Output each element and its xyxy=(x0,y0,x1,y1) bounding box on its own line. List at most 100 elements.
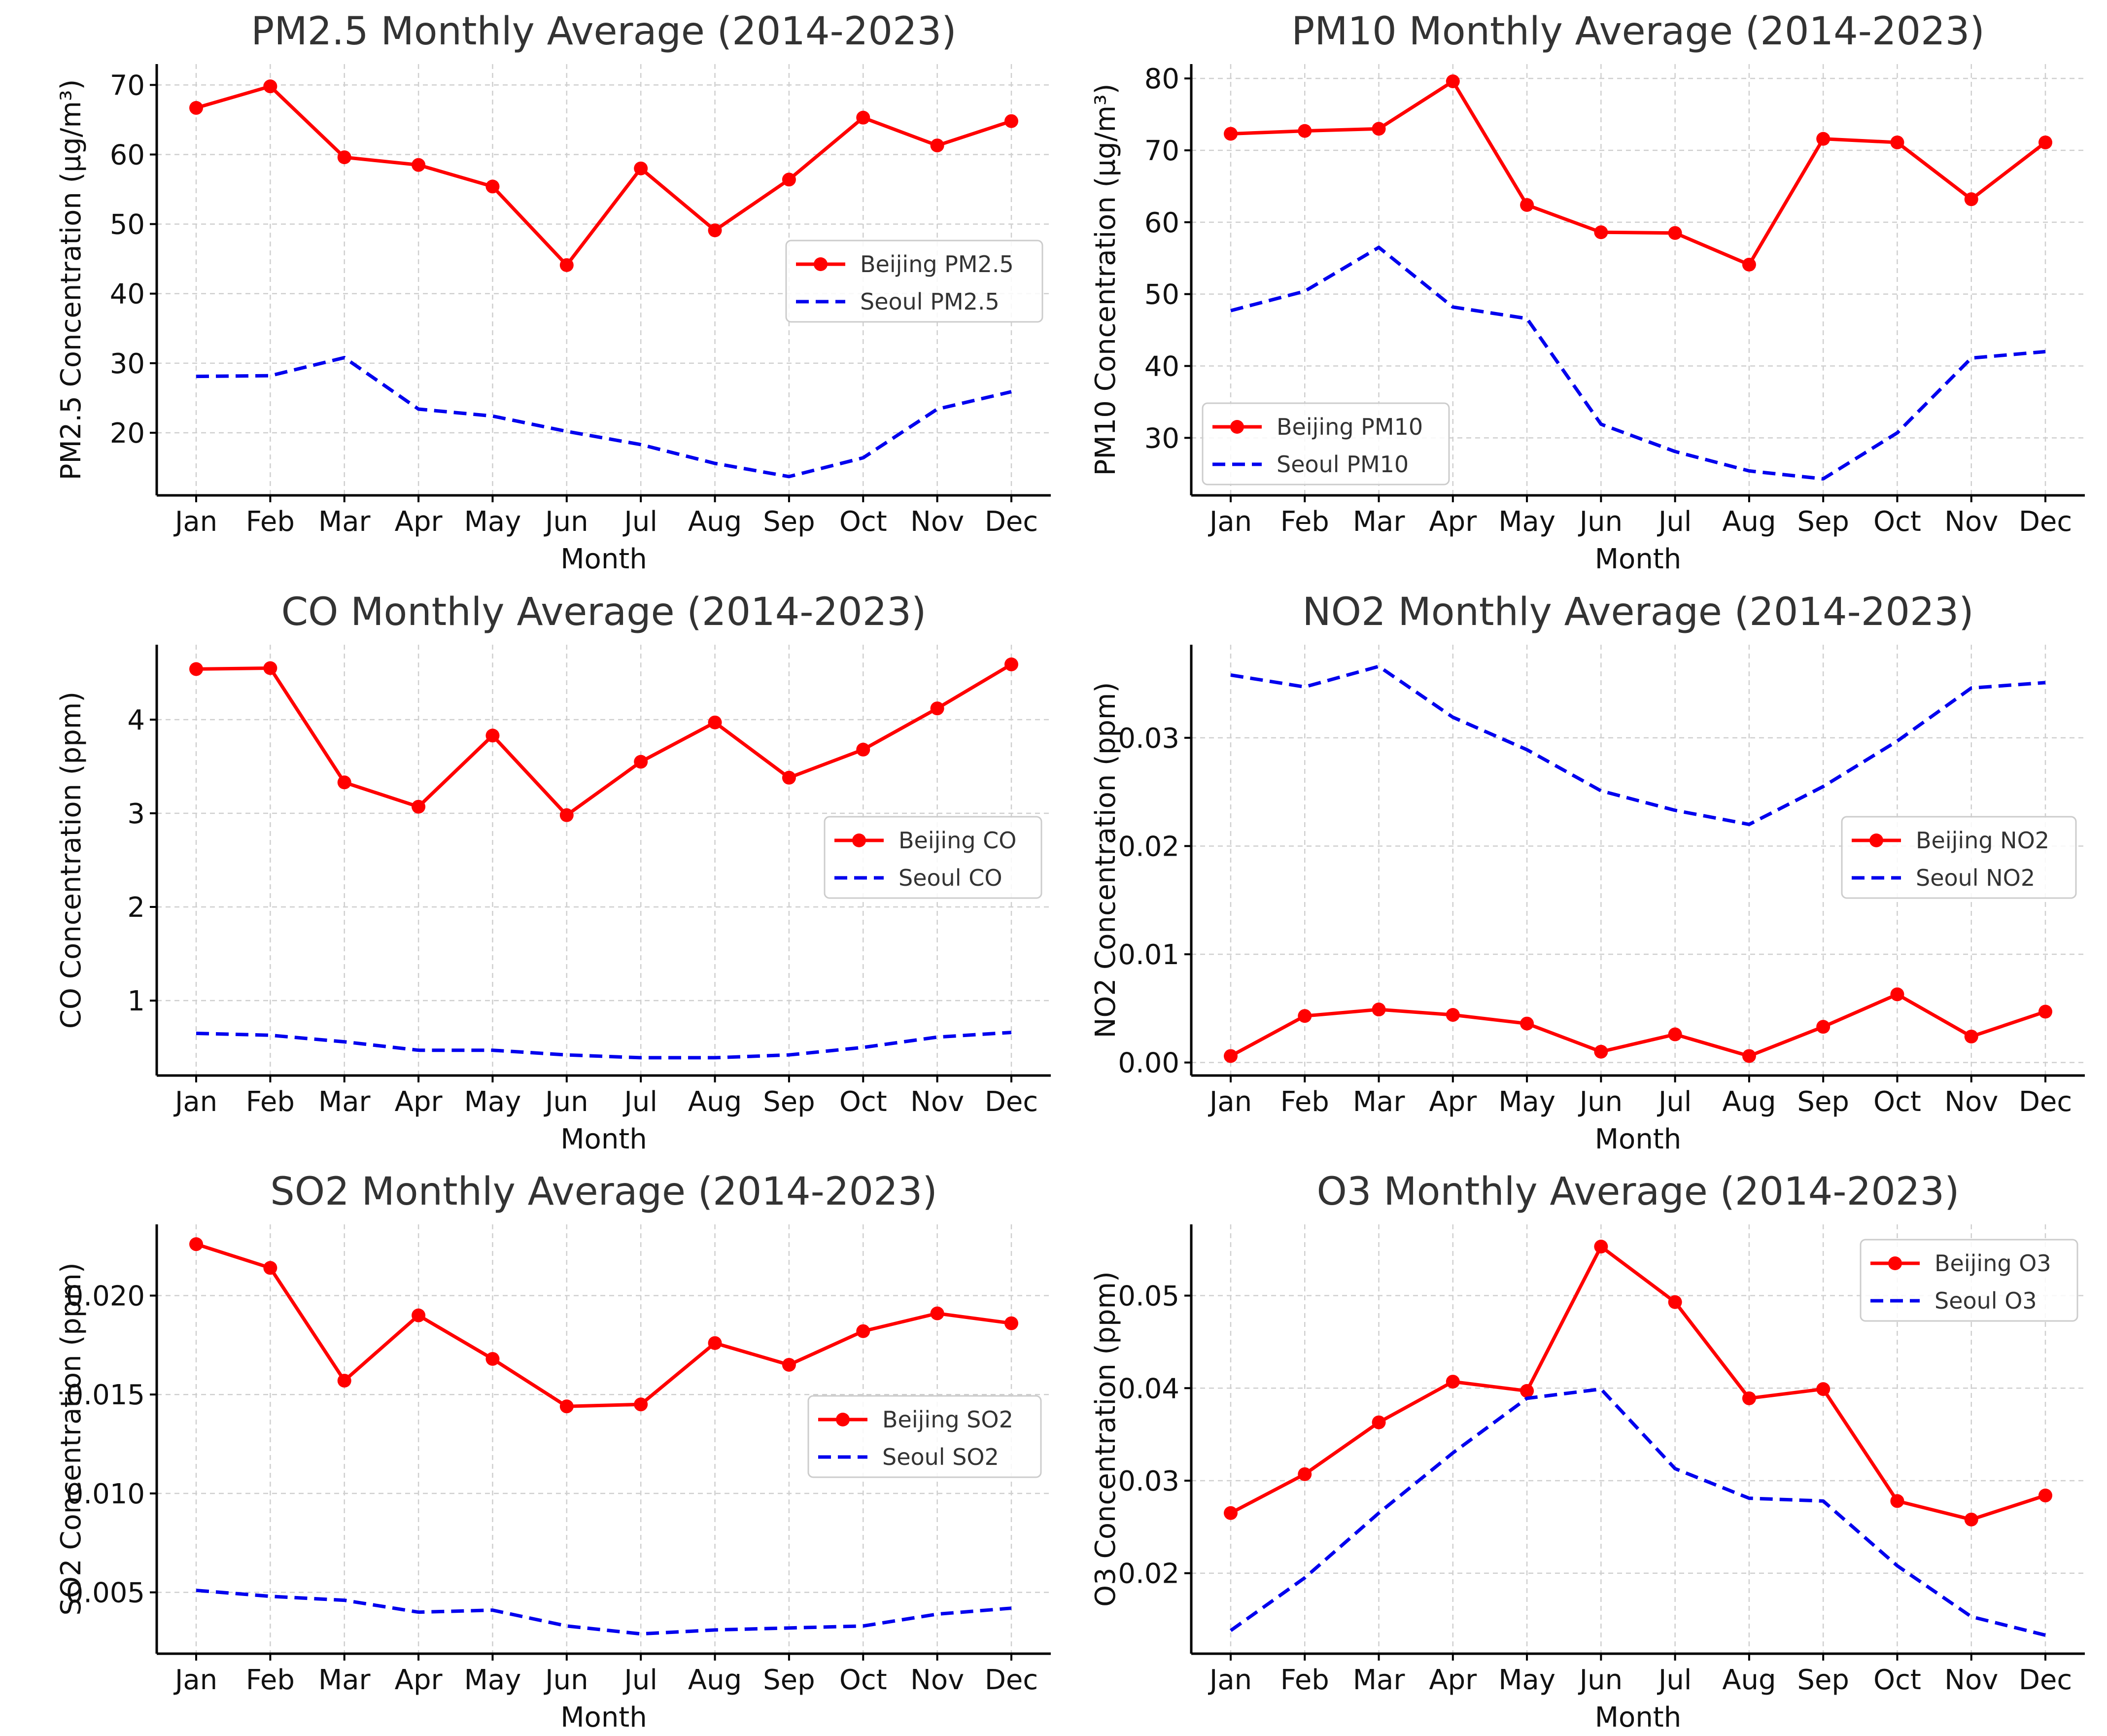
data-point-beijing xyxy=(1742,1049,1756,1063)
data-point-beijing xyxy=(1520,1384,1534,1398)
x-tick-label: Nov xyxy=(1944,1086,1998,1118)
x-tick-label: Mar xyxy=(1353,1664,1406,1696)
data-point-beijing xyxy=(1668,226,1682,240)
data-point-beijing xyxy=(189,101,203,115)
x-axis-label: Month xyxy=(560,543,647,575)
data-point-beijing xyxy=(1890,135,1904,149)
legend-marker xyxy=(814,257,828,271)
data-point-beijing xyxy=(189,1237,203,1251)
legend: Beijing O3 Seoul O3 xyxy=(1860,1239,2078,1322)
y-tick-label: 0.02 xyxy=(1118,831,1179,863)
y-tick-label: 50 xyxy=(1144,279,1179,311)
data-point-beijing xyxy=(1224,1049,1238,1063)
x-tick-label: Jan xyxy=(173,506,217,538)
y-tick-label: 60 xyxy=(1144,207,1179,239)
x-tick-label: Apr xyxy=(1429,1086,1477,1118)
legend-entry-label: Seoul CO xyxy=(898,865,1002,891)
data-point-beijing xyxy=(1594,1240,1608,1254)
x-tick-label: Jun xyxy=(544,1086,588,1118)
legend-marker xyxy=(1869,833,1883,847)
series-line-seoul xyxy=(1230,664,2046,827)
y-tick-label: 40 xyxy=(110,278,145,311)
data-point-beijing xyxy=(856,742,870,757)
chart-title: SO2 Monthly Average (2014-2023) xyxy=(270,1170,937,1214)
legend-marker xyxy=(1888,1256,1902,1270)
x-tick-label: Dec xyxy=(2019,506,2072,538)
x-tick-label: Feb xyxy=(1280,1086,1329,1118)
legend-marker xyxy=(852,833,866,847)
series-line-seoul xyxy=(196,356,1012,479)
x-tick-label: Jan xyxy=(173,1086,217,1118)
data-point-beijing xyxy=(708,1336,722,1350)
data-point-beijing xyxy=(1964,1029,1978,1043)
legend: Beijing PM10 Seoul PM10 xyxy=(1202,402,1450,486)
x-tick-label: Oct xyxy=(1873,1086,1921,1118)
series-line-seoul xyxy=(1230,245,2046,481)
chart-panel-1: Jan Feb Mar Apr May Jun Jul Aug Sep Oct Nov Dec 30 40… xyxy=(1090,9,2085,575)
data-point-beijing xyxy=(782,173,796,187)
data-point-beijing xyxy=(1004,1316,1018,1330)
data-point-beijing xyxy=(485,1352,500,1366)
data-point-beijing xyxy=(1298,124,1312,138)
data-point-beijing xyxy=(412,799,426,814)
x-tick-label: Apr xyxy=(1429,1664,1477,1696)
data-point-beijing xyxy=(485,729,500,743)
y-axis-label: CO Concentration (ppm) xyxy=(55,692,87,1029)
x-axis-label: Month xyxy=(1595,1701,1682,1734)
data-point-beijing xyxy=(2038,1005,2052,1019)
data-point-beijing xyxy=(1668,1295,1682,1309)
y-tick-label: 0.015 xyxy=(66,1379,145,1411)
data-point-beijing xyxy=(337,1374,351,1388)
series-line-beijing xyxy=(1230,79,2047,267)
data-point-beijing xyxy=(634,1397,648,1412)
series-line-seoul xyxy=(1229,1387,2046,1637)
x-tick-label: Aug xyxy=(1722,1664,1776,1696)
data-point-beijing xyxy=(708,715,722,729)
legend: Beijing NO2 Seoul NO2 xyxy=(1841,816,2077,899)
data-point-beijing xyxy=(1520,1016,1534,1031)
data-point-beijing xyxy=(485,179,500,194)
data-point-beijing xyxy=(263,1261,277,1275)
series-line-seoul xyxy=(196,1589,1012,1636)
x-tick-label: Jul xyxy=(622,1086,657,1118)
x-tick-label: Nov xyxy=(1944,1664,1998,1696)
data-point-beijing xyxy=(337,775,351,790)
y-tick-label: 4 xyxy=(127,704,145,736)
x-tick-label: Dec xyxy=(985,1664,1038,1696)
series-line-beijing xyxy=(1230,1245,2046,1522)
y-tick-label: 80 xyxy=(1144,63,1179,95)
x-tick-label: Feb xyxy=(246,1664,295,1696)
x-tick-label: Nov xyxy=(910,1664,964,1696)
data-point-beijing xyxy=(1890,1494,1904,1508)
y-tick-label: 40 xyxy=(1144,351,1179,383)
x-tick-label: Sep xyxy=(1797,1086,1849,1118)
x-axis-label: Month xyxy=(560,1701,647,1734)
data-point-beijing xyxy=(189,662,203,676)
x-tick-label: Aug xyxy=(1722,506,1776,538)
chart-title: CO Monthly Average (2014-2023) xyxy=(281,590,927,634)
x-tick-label: Jul xyxy=(1657,506,1692,538)
y-tick-label: 0.005 xyxy=(66,1577,145,1609)
x-tick-label: May xyxy=(464,1086,521,1118)
x-tick-label: Aug xyxy=(688,1086,742,1118)
y-tick-label: 20 xyxy=(110,417,145,450)
chart-title: NO2 Monthly Average (2014-2023) xyxy=(1302,590,1973,634)
x-tick-label: Jun xyxy=(1578,506,1623,538)
x-tick-label: Feb xyxy=(246,506,295,538)
chart-panel-2: Jan Feb Mar Apr May Jun Jul Aug Sep Oct Nov Dec 1 2 3 4… xyxy=(55,590,1051,1155)
data-point-beijing xyxy=(1298,1009,1312,1023)
series-line-beijing xyxy=(196,662,1012,817)
data-point-beijing xyxy=(1224,127,1238,141)
x-tick-label: May xyxy=(464,506,521,538)
series-line-seoul xyxy=(196,1031,1012,1060)
x-tick-label: Dec xyxy=(985,1086,1038,1118)
data-point-beijing xyxy=(1816,132,1831,146)
y-tick-label: 0.04 xyxy=(1118,1373,1179,1405)
data-point-beijing xyxy=(1594,225,1608,240)
x-tick-label: Mar xyxy=(318,506,371,538)
series-line-beijing xyxy=(195,1242,1012,1408)
y-tick-label: 0.03 xyxy=(1118,1465,1179,1497)
x-tick-label: Mar xyxy=(1353,506,1406,538)
y-axis-label: O3 Concentration (ppm) xyxy=(1090,1271,1122,1607)
data-point-beijing xyxy=(2038,135,2052,149)
